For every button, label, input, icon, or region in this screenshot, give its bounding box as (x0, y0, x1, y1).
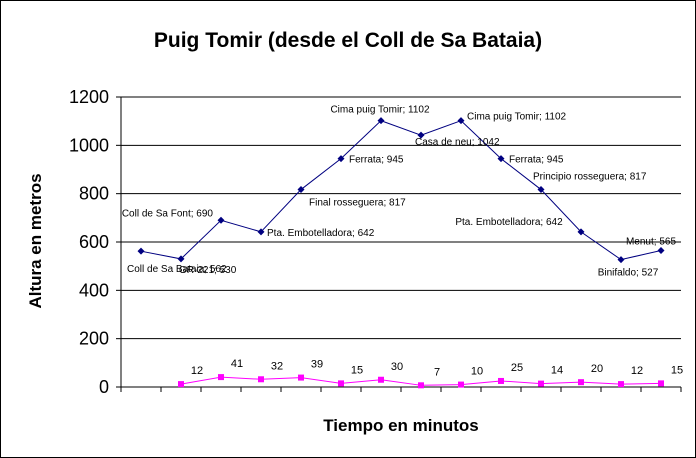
altitude-label-9: Ferrata; 945 (509, 155, 564, 166)
altitude-point-4 (297, 186, 305, 194)
series-layer (137, 117, 665, 389)
minutes-point-7 (418, 382, 424, 389)
y-tick-label-5: 1000 (69, 135, 109, 155)
minutes-point-3 (258, 376, 264, 383)
altitude-label-13: Menut; 565 (626, 236, 676, 247)
x-axis-title: Tiempo en minutos (323, 416, 479, 435)
y-tick-labels: 0 200 400 600 800 1000 1200 (69, 87, 109, 397)
altitude-point-1 (177, 255, 185, 263)
altitude-point-13 (657, 246, 665, 254)
altitude-point-12 (617, 256, 625, 264)
altitude-point-10 (537, 186, 545, 194)
altitude-label-0: Coll de Sa Bataia; 562 (127, 264, 227, 275)
y-tick-label-2: 400 (79, 280, 109, 300)
minutes-label-10: 14 (551, 365, 563, 377)
altitude-label-11: Pta. Embotelladora; 642 (455, 217, 563, 228)
minutes-label-2: 41 (231, 358, 243, 370)
altitude-label-1: GR-221; 530 (179, 265, 237, 276)
minutes-point-6 (378, 376, 384, 383)
altitude-label-6: Cima puig Tomir; 1102 (330, 105, 430, 116)
minutes-label-7: 7 (434, 366, 440, 378)
minutes-point-2 (218, 374, 224, 381)
altitude-point-8 (457, 117, 465, 125)
minutes-point-10 (538, 380, 544, 387)
minutes-point-8 (458, 381, 464, 388)
minutes-point-1 (178, 381, 184, 388)
altitude-point-3 (257, 228, 265, 236)
altitude-point-0 (137, 247, 145, 255)
altitude-label-5: Ferrata; 945 (349, 155, 404, 166)
altitude-label-10: Principio rosseguera; 817 (533, 172, 647, 183)
altitude-label-3: Pta. Embotelladora; 642 (267, 228, 375, 239)
altitude-point-6 (377, 117, 385, 125)
minutes-point-12 (618, 381, 624, 388)
altitude-label-12: Binifaldo; 527 (598, 268, 659, 279)
altitude-point-7 (417, 131, 425, 139)
minutes-label-8: 10 (471, 366, 483, 378)
altitude-point-11 (577, 228, 585, 236)
minutes-label-4: 39 (311, 359, 323, 371)
minutes-label-11: 20 (591, 363, 603, 375)
altitude-line (140, 120, 662, 261)
y-tick-label-4: 800 (79, 184, 109, 204)
minutes-label-9: 25 (511, 362, 523, 374)
minutes-point-4 (298, 374, 304, 381)
chart-title: Puig Tomir (desde el Coll de Sa Bataia) (154, 29, 542, 52)
minutes-point-9 (498, 377, 504, 384)
minutes-label-5: 15 (351, 364, 363, 376)
minutes-label-12: 12 (631, 365, 643, 377)
minutes-point-5 (338, 380, 344, 387)
minutes-label-1: 12 (191, 365, 203, 377)
minutes-label-6: 30 (391, 361, 403, 373)
y-tick-label-0: 0 (99, 377, 109, 397)
y-tick-label-3: 600 (79, 232, 109, 252)
altitude-label-8: Cima puig Tomir; 1102 (467, 112, 567, 123)
altitude-label-7: Casa de neu; 1042 (415, 137, 500, 148)
y-axis-title: Altura en metros (26, 173, 45, 308)
minutes-label-3: 32 (271, 360, 283, 372)
altitude-point-2 (217, 216, 225, 224)
minutes-label-13: 15 (671, 364, 683, 376)
y-tick-label-1: 200 (79, 329, 109, 349)
grid-layer (116, 96, 682, 392)
altitude-point-9 (497, 155, 505, 163)
altitude-label-2: Coll de Sa Font; 690 (122, 208, 214, 219)
minutes-point-13 (658, 380, 664, 387)
altitude-label-4: Final rosseguera; 817 (309, 198, 406, 209)
y-tick-label-6: 1200 (69, 87, 109, 107)
minutes-point-11 (578, 379, 584, 386)
altitude-point-5 (337, 155, 345, 163)
